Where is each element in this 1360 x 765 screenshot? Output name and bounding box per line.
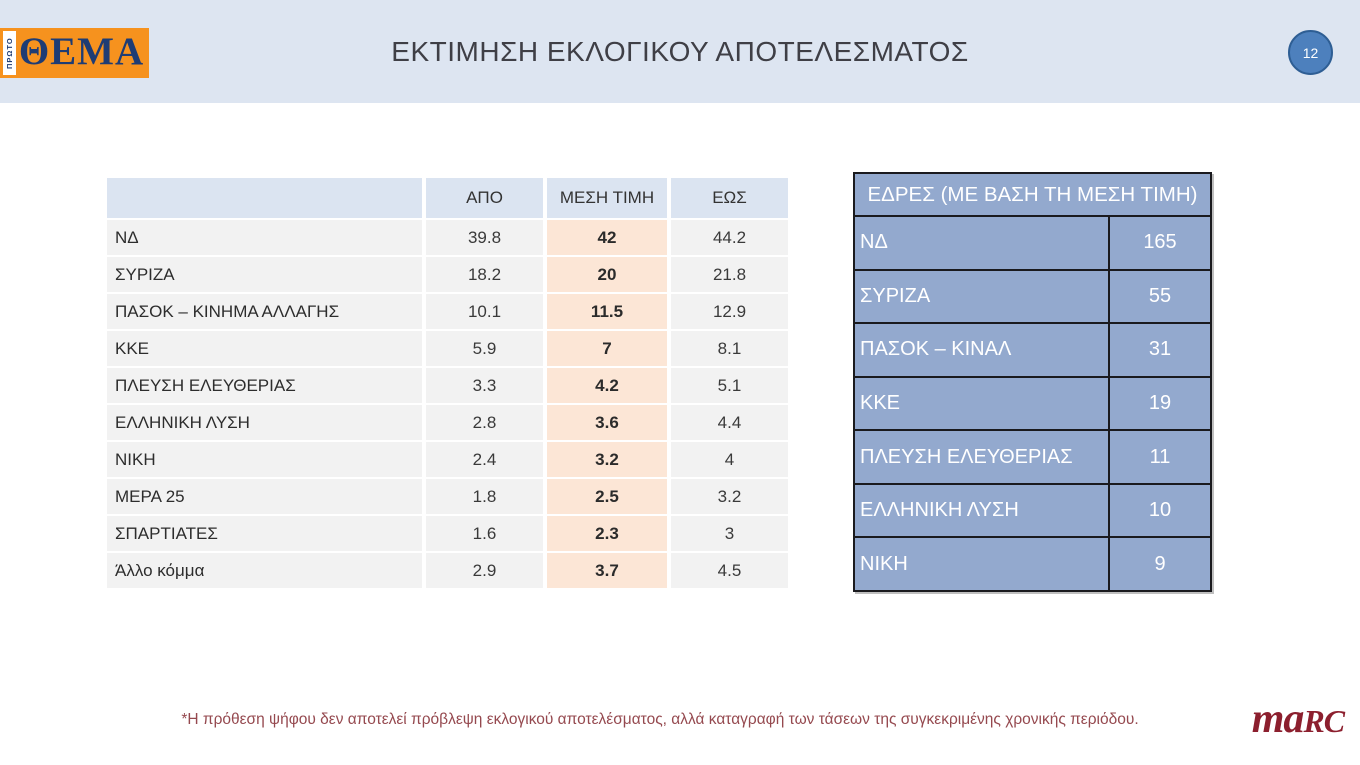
from-value: 1.6: [426, 516, 543, 551]
party-name: ΚΚΕ: [107, 331, 422, 366]
estimate-row: ΠΑΣΟΚ – ΚΙΝΗΜΑ ΑΛΛΑΓΗΣ 10.1 11.5 12.9: [107, 294, 790, 329]
party-name: ΠΑΣΟΚ – ΚΙΝΗΜΑ ΑΛΛΑΓΗΣ: [107, 294, 422, 329]
estimate-row: ΝΔ 39.8 42 44.2: [107, 220, 790, 255]
estimate-table-body: ΝΔ 39.8 42 44.2 ΣΥΡΙΖΑ 18.2 20 21.8 ΠΑΣΟΚ – ΚΙΝΗ…: [107, 220, 790, 588]
to-value: 4.5: [671, 553, 788, 588]
page-number-badge: 12: [1288, 30, 1333, 75]
seats-party-name: ΝΔ: [855, 217, 1110, 269]
footnote: *Η πρόθεση ψήφου δεν αποτελεί πρόβλεψη ε…: [181, 711, 1139, 728]
to-value: 8.1: [671, 331, 788, 366]
seats-table: ΕΔΡΕΣ (ΜΕ ΒΑΣΗ ΤΗ ΜΕΣΗ ΤΙΜΗ) ΝΔ 165 ΣΥΡΙΖΑ…: [853, 172, 1212, 592]
mean-value: 11.5: [547, 294, 667, 329]
estimate-table: ΑΠΟ ΜΕΣΗ ΤΙΜΗ ΕΩΣ ΝΔ 39.8 42 44.2 ΣΥΡΙΖΑ 18.2…: [107, 178, 790, 590]
from-value: 18.2: [426, 257, 543, 292]
seats-row: ΠΑΣΟΚ – ΚΙΝΑΛ 31: [855, 324, 1210, 378]
seats-value: 10: [1148, 499, 1172, 522]
header-bar: ΕΚΤΙΜΗΣΗ ΕΚΛΟΓΙΚΟΥ ΑΠΟΤΕΛΕΣΜΑΤΟΣ ΠΡΩΤΟ Θ…: [0, 0, 1360, 103]
column-header-party: [107, 178, 422, 218]
mean-value: 3.6: [547, 405, 667, 440]
seats-row: ΠΛΕΥΣΗ ΕΛΕΥΘΕΡΙΑΣ 11: [855, 431, 1210, 485]
seats-row: ΝΙΚΗ 9: [855, 538, 1210, 591]
to-value: 21.8: [671, 257, 788, 292]
from-value: 10.1: [426, 294, 543, 329]
seats-table-title: ΕΔΡΕΣ (ΜΕ ΒΑΣΗ ΤΗ ΜΕΣΗ ΤΙΜΗ): [855, 174, 1210, 217]
marc-logo-ma: ma: [1251, 696, 1305, 742]
mean-value: 20: [547, 257, 667, 292]
mean-value: 3.2: [547, 442, 667, 477]
party-name: ΕΛΛΗΝΙΚΗ ΛΥΣΗ: [107, 405, 422, 440]
logo-vertical-text: ΠΡΩΤΟ: [3, 31, 16, 75]
party-name: ΝΙΚΗ: [107, 442, 422, 477]
estimate-row: ΝΙΚΗ 2.4 3.2 4: [107, 442, 790, 477]
seats-value: 11: [1149, 445, 1171, 468]
from-value: 5.9: [426, 331, 543, 366]
seats-value: 9: [1154, 552, 1166, 575]
from-value: 3.3: [426, 368, 543, 403]
estimate-row: ΣΥΡΙΖΑ 18.2 20 21.8: [107, 257, 790, 292]
to-value: 3.2: [671, 479, 788, 514]
seats-table-body: ΝΔ 165 ΣΥΡΙΖΑ 55 ΠΑΣΟΚ – ΚΙΝΑΛ 31 ΚΚΕ 19 ΠΛΕΥΣΗ …: [855, 217, 1210, 591]
to-value: 44.2: [671, 220, 788, 255]
marc-logo: maRC: [1251, 696, 1345, 742]
mean-value: 2.5: [547, 479, 667, 514]
seats-party-name: ΝΙΚΗ: [855, 538, 1110, 591]
from-value: 2.4: [426, 442, 543, 477]
seats-value: 31: [1148, 338, 1172, 361]
to-value: 4: [671, 442, 788, 477]
seats-party-name: ΠΛΕΥΣΗ ΕΛΕΥΘΕΡΙΑΣ: [855, 431, 1110, 483]
party-name: ΣΥΡΙΖΑ: [107, 257, 422, 292]
column-header-from: ΑΠΟ: [426, 178, 543, 218]
estimate-table-header: ΑΠΟ ΜΕΣΗ ΤΙΜΗ ΕΩΣ: [107, 178, 790, 218]
mean-value: 4.2: [547, 368, 667, 403]
estimate-row: ΕΛΛΗΝΙΚΗ ΛΥΣΗ 2.8 3.6 4.4: [107, 405, 790, 440]
seats-value: 19: [1148, 392, 1172, 415]
mean-value: 42: [547, 220, 667, 255]
estimate-row: ΠΛΕΥΣΗ ΕΛΕΥΘΕΡΙΑΣ 3.3 4.2 5.1: [107, 368, 790, 403]
page-title: ΕΚΤΙΜΗΣΗ ΕΚΛΟΓΙΚΟΥ ΑΠΟΤΕΛΕΣΜΑΤΟΣ: [391, 35, 969, 67]
mean-value: 2.3: [547, 516, 667, 551]
to-value: 12.9: [671, 294, 788, 329]
to-value: 3: [671, 516, 788, 551]
from-value: 39.8: [426, 220, 543, 255]
logo-main-text: ΘΕΜΑ: [18, 30, 145, 73]
from-value: 2.8: [426, 405, 543, 440]
from-value: 2.9: [426, 553, 543, 588]
party-name: ΠΛΕΥΣΗ ΕΛΕΥΘΕΡΙΑΣ: [107, 368, 422, 403]
seats-row: ΚΚΕ 19: [855, 377, 1210, 432]
from-value: 1.8: [426, 479, 543, 514]
mean-value: 7: [547, 331, 667, 366]
estimate-row: ΚΚΕ 5.9 7 8.1: [107, 331, 790, 366]
seats-value: 55: [1148, 284, 1172, 307]
to-value: 5.1: [671, 368, 788, 403]
estimate-row: ΜΕΡΑ 25 1.8 2.5 3.2: [107, 479, 790, 514]
seats-row: ΝΔ 165: [855, 217, 1210, 271]
marc-logo-rc: RC: [1303, 704, 1345, 739]
estimate-row: ΣΠΑΡΤΙΑΤΕΣ 1.6 2.3 3: [107, 516, 790, 551]
seats-party-name: ΣΥΡΙΖΑ: [855, 270, 1110, 323]
seats-party-name: ΕΛΛΗΝΙΚΗ ΛΥΣΗ: [855, 484, 1110, 537]
estimate-row: Άλλο κόμμα 2.9 3.7 4.5: [107, 553, 790, 588]
seats-party-name: ΠΑΣΟΚ – ΚΙΝΑΛ: [855, 324, 1110, 376]
seats-party-name: ΚΚΕ: [855, 377, 1110, 430]
seats-value: 165: [1143, 231, 1177, 254]
column-header-mean: ΜΕΣΗ ΤΙΜΗ: [547, 178, 667, 218]
party-name: ΜΕΡΑ 25: [107, 479, 422, 514]
column-header-to: ΕΩΣ: [671, 178, 788, 218]
party-name: ΣΠΑΡΤΙΑΤΕΣ: [107, 516, 422, 551]
proto-thema-logo: ΠΡΩΤΟ ΘΕΜΑ: [0, 28, 149, 78]
to-value: 4.4: [671, 405, 788, 440]
seats-row: ΣΥΡΙΖΑ 55: [855, 270, 1210, 325]
seats-row: ΕΛΛΗΝΙΚΗ ΛΥΣΗ 10: [855, 484, 1210, 539]
party-name: Άλλο κόμμα: [107, 553, 422, 588]
mean-value: 3.7: [547, 553, 667, 588]
party-name: ΝΔ: [107, 220, 422, 255]
